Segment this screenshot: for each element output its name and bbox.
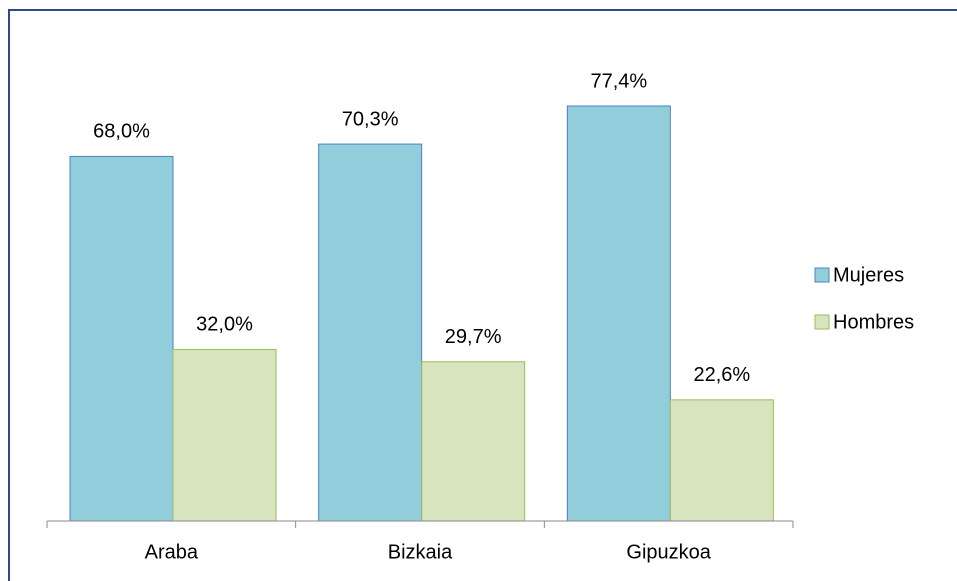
bar: [421, 361, 526, 522]
bar: [566, 105, 671, 522]
bar: [318, 143, 423, 522]
data-label: 68,0%: [93, 121, 150, 143]
data-label: 70,3%: [342, 108, 399, 130]
legend-swatch: [814, 314, 830, 330]
x-tick-label: Bizkaia: [388, 541, 453, 563]
data-label: 29,7%: [445, 326, 502, 348]
bar: [172, 348, 277, 522]
legend-label: Mujeres: [833, 264, 904, 286]
data-label: 32,0%: [196, 314, 253, 336]
bar: [69, 155, 174, 522]
data-label: 22,6%: [693, 364, 750, 386]
legend-swatch: [814, 267, 830, 283]
x-tick-label: Gipuzkoa: [626, 541, 711, 563]
data-label: 77,4%: [590, 70, 647, 92]
bar: [669, 399, 774, 522]
legend-label: Hombres: [833, 311, 914, 333]
x-tick-label: Araba: [145, 541, 199, 563]
